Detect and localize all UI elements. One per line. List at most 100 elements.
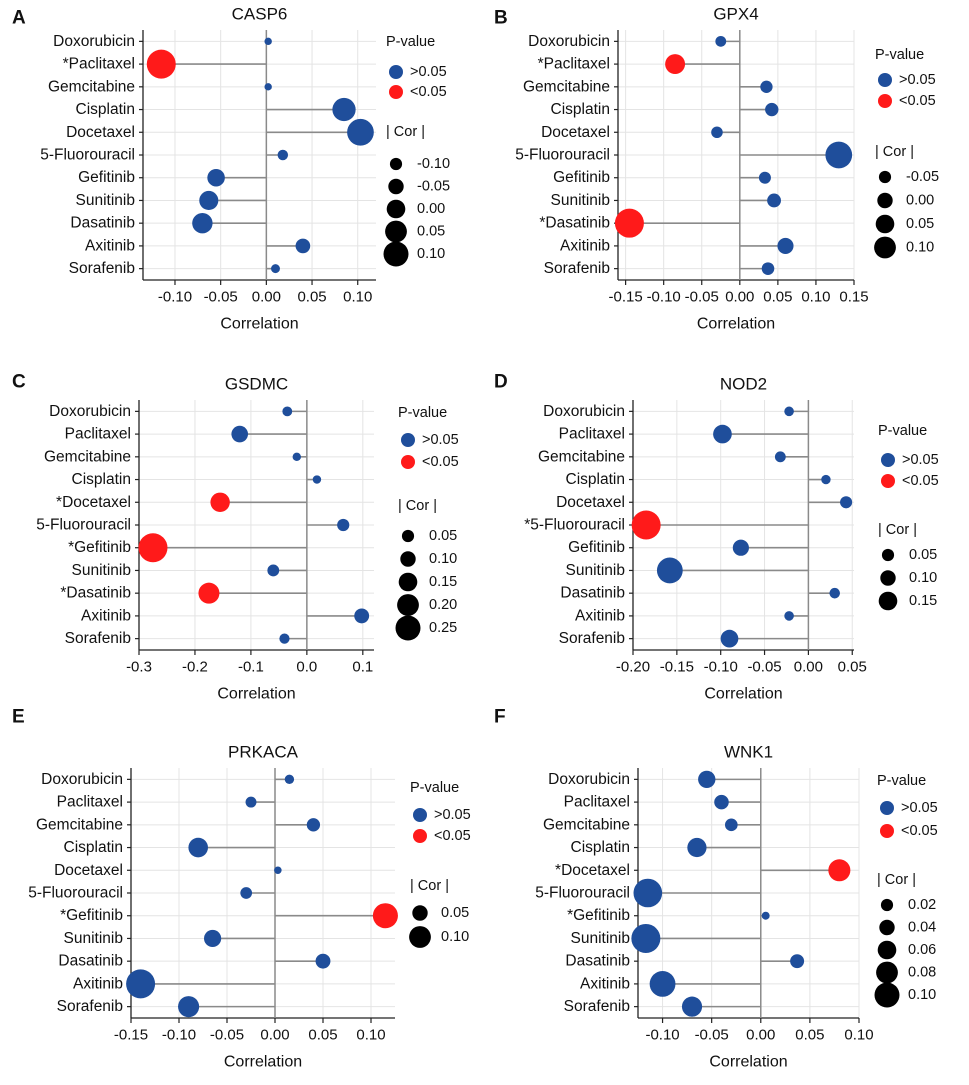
category-label: Axitinib xyxy=(85,237,135,254)
legend-size-dot xyxy=(876,961,898,984)
category-label: Paclitaxel xyxy=(559,426,625,443)
category-label: Doxorubicin xyxy=(528,33,610,50)
legend-size-dot xyxy=(386,199,406,219)
category-label: Paclitaxel xyxy=(65,426,131,443)
legend-size-dot xyxy=(388,178,404,195)
chart-title: GSDMC xyxy=(225,375,288,394)
legend-size-dot xyxy=(877,192,893,209)
legend-size-dot xyxy=(875,214,895,234)
lollipop-dot xyxy=(146,49,176,79)
legend-size-label: 0.02 xyxy=(908,897,936,913)
lollipop-dot xyxy=(614,208,644,238)
category-label: Docetaxel xyxy=(54,862,123,879)
legend-pvalue-title: P-value xyxy=(875,47,924,63)
x-tick-label: -0.15 xyxy=(660,659,694,676)
category-label: 5-Fluorouracil xyxy=(40,147,135,164)
lollipop-dot xyxy=(649,971,676,997)
x-tick-label: -0.10 xyxy=(704,659,738,676)
legend-size-dot xyxy=(881,548,895,562)
legend-nonsig-swatch xyxy=(878,73,892,87)
category-label: 5-Fluorouracil xyxy=(28,885,123,902)
legend-size-label: 0.05 xyxy=(906,216,934,232)
lollipop-dot xyxy=(774,451,786,463)
x-tick-label: 0.10 xyxy=(356,1027,385,1044)
lollipop-dot xyxy=(203,929,222,948)
legend-size-dot xyxy=(880,898,894,912)
legend-size-label: 0.05 xyxy=(909,547,937,563)
legend-sig-swatch xyxy=(413,829,427,843)
legend-size-dot xyxy=(880,570,896,586)
category-label: Gemcitabine xyxy=(543,816,630,833)
legend-sig-swatch xyxy=(881,474,895,488)
legend-pvalue-title: P-value xyxy=(386,34,435,50)
category-label: Docetaxel xyxy=(541,124,610,141)
category-label: *Paclitaxel xyxy=(538,56,610,73)
legend-size-label: -0.05 xyxy=(417,179,450,195)
legend-sig-swatch xyxy=(880,824,894,838)
lollipop-dot xyxy=(295,238,311,254)
lollipop-dot xyxy=(656,557,683,584)
legend-pvalue-title: P-value xyxy=(877,773,926,789)
category-label: Gemcitabine xyxy=(44,448,131,465)
category-label: Axitinib xyxy=(81,607,131,624)
category-label: Doxorubicin xyxy=(41,771,123,788)
x-tick-label: 0.0 xyxy=(296,659,317,676)
category-label: Cisplatin xyxy=(76,101,135,118)
legend-cor-title: | Cor | xyxy=(878,522,917,538)
category-label: Axitinib xyxy=(580,975,630,992)
legend-nonsig-label: >0.05 xyxy=(422,432,459,448)
category-label: Docetaxel xyxy=(556,494,625,511)
legend-size-label: 0.15 xyxy=(429,574,457,590)
legend-nonsig-label: >0.05 xyxy=(410,64,447,80)
lollipop-dot xyxy=(337,518,350,532)
legend-nonsig-label: >0.05 xyxy=(901,800,938,816)
legend-sig-swatch xyxy=(389,85,403,99)
lollipop-dot xyxy=(714,794,729,810)
legend-cor-title: | Cor | xyxy=(398,498,437,514)
x-tick-label: 0.1 xyxy=(352,659,373,676)
lollipop-dot xyxy=(681,996,703,1017)
legend-cor-title: | Cor | xyxy=(877,872,916,888)
x-tick-label: 0.10 xyxy=(343,289,372,306)
chart-panel-a: A CASP6 -0.10 -0.05 0.00 0.05 0.10 Correlation D… xyxy=(12,5,450,333)
legend-cor-title: | Cor | xyxy=(410,878,449,894)
lollipop-dot xyxy=(761,911,770,920)
x-axis-label: Correlation xyxy=(224,1054,302,1071)
legend-size-label: 0.06 xyxy=(908,942,936,958)
category-label: *5-Fluorouracil xyxy=(524,517,625,534)
x-tick-label: -0.15 xyxy=(114,1027,148,1044)
panel-letter: B xyxy=(494,8,508,29)
legend-size-dot xyxy=(401,529,415,543)
category-label: Dasatinib xyxy=(565,953,630,970)
category-label: Sunitinib xyxy=(571,930,630,947)
chart-panel-c: C GSDMC -0.3 -0.2 -0.1 0.0 0.1 Correlation Doxor… xyxy=(12,372,459,703)
lollipop-dot xyxy=(732,539,749,556)
legend-size-label: 0.10 xyxy=(906,240,934,256)
category-label: Sorafenib xyxy=(544,260,610,277)
category-label: Gemcitabine xyxy=(36,816,123,833)
legend-size-dot xyxy=(385,220,407,243)
category-label: 5-Fluorouracil xyxy=(515,147,610,164)
category-label: Dasatinib xyxy=(58,953,123,970)
lollipop-dot xyxy=(138,533,168,563)
category-label: Cisplatin xyxy=(64,839,123,856)
legend-sig-label: <0.05 xyxy=(434,828,471,844)
legend-size-label: 0.00 xyxy=(906,193,934,209)
x-tick-label: 0.05 xyxy=(838,659,867,676)
category-label: Sorafenib xyxy=(559,630,625,647)
category-label: Cisplatin xyxy=(566,471,625,488)
category-label: Docetaxel xyxy=(66,124,135,141)
x-tick-label: -0.05 xyxy=(204,289,238,306)
lollipop-dot xyxy=(210,492,230,512)
category-label: Doxorubicin xyxy=(53,33,135,50)
panel-letter: E xyxy=(12,707,25,728)
lollipop-dot xyxy=(767,193,781,208)
x-tick-label: -0.15 xyxy=(609,289,643,306)
lollipop-dot xyxy=(231,425,249,443)
x-tick-label: 0.05 xyxy=(308,1027,337,1044)
lollipop-dot xyxy=(284,774,295,785)
legend-size-label: 0.04 xyxy=(908,920,936,936)
category-label: Sorafenib xyxy=(69,260,135,277)
lollipop-dot xyxy=(198,582,220,604)
lollipop-dot xyxy=(312,475,322,484)
